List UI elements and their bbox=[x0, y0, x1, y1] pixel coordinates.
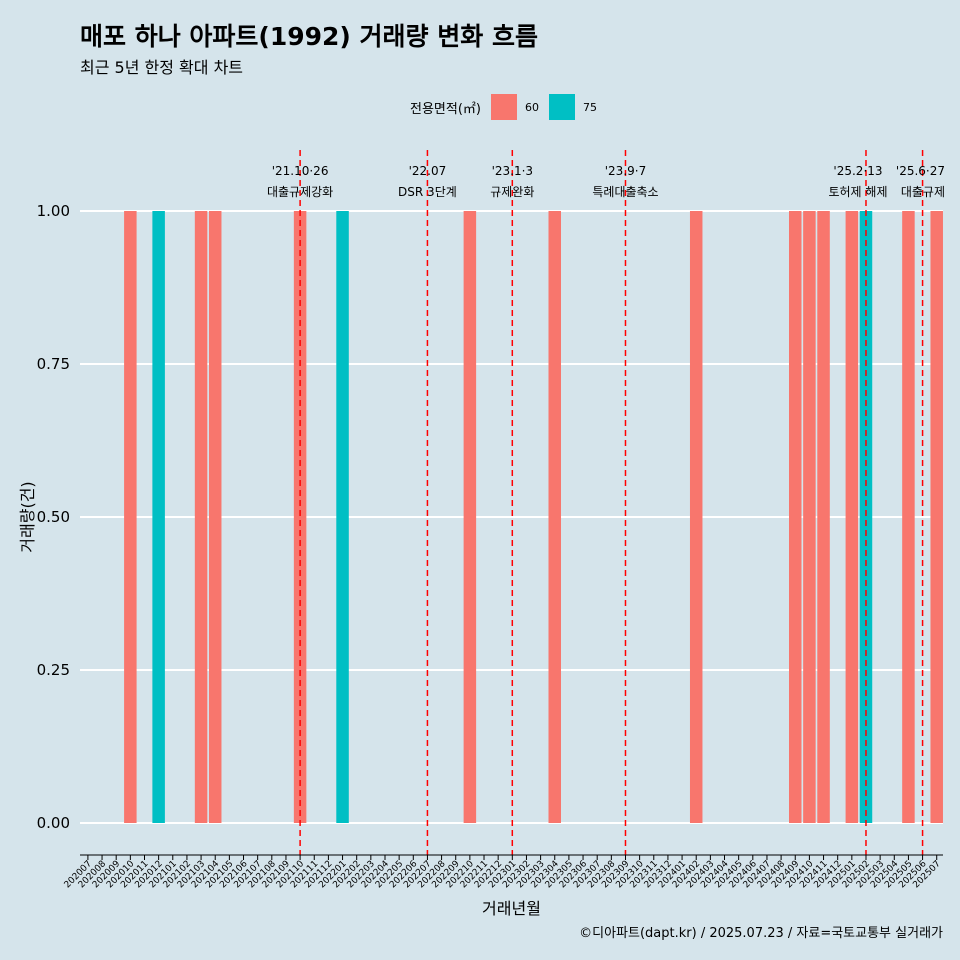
legend-key-60 bbox=[490, 94, 517, 120]
bar-75 bbox=[152, 211, 165, 823]
bar-60 bbox=[689, 211, 703, 823]
bar-60 bbox=[463, 211, 477, 823]
bar-75 bbox=[336, 211, 349, 823]
legend-key-75 bbox=[548, 94, 575, 120]
event-date-label: '25.6·27 bbox=[896, 164, 945, 178]
event-text-label: 대출규제강화 bbox=[267, 185, 333, 199]
event-text-label: 대출규제 bbox=[901, 185, 945, 199]
x-axis-title: 거래년월 bbox=[482, 899, 541, 918]
caption: ©디아파트(dapt.kr) / 2025.07.23 / 자료=국토교통부 실… bbox=[579, 926, 943, 941]
legend: 전용면적(㎡) 60 75 bbox=[410, 92, 597, 122]
y-tick-label: 0.25 bbox=[37, 661, 70, 679]
bar-60 bbox=[845, 211, 859, 823]
bar-60 bbox=[208, 211, 222, 823]
bar-60 bbox=[803, 211, 816, 823]
y-axis-title: 거래량(건) bbox=[18, 481, 37, 552]
legend-label-60: 60 bbox=[524, 100, 539, 114]
event-date-label: '23.9·7 bbox=[605, 164, 646, 178]
event-date-label: '25.2·13 bbox=[833, 164, 882, 178]
event-text-label: 규제완화 bbox=[490, 185, 534, 199]
bar-60 bbox=[902, 211, 915, 823]
y-tick-label: 1.00 bbox=[37, 202, 70, 220]
chart-title: 매포 하나 아파트(1992) 거래량 변화 흐름 bbox=[80, 22, 538, 51]
bar-60 bbox=[194, 211, 208, 823]
y-tick-label: 0.75 bbox=[37, 355, 70, 373]
legend-title: 전용면적(㎡) bbox=[410, 101, 481, 117]
bar-60 bbox=[930, 211, 943, 823]
bar-60 bbox=[789, 211, 802, 823]
event-date-label: '22.07 bbox=[409, 164, 447, 178]
event-date-label: '23.1·3 bbox=[492, 164, 533, 178]
y-tick-label: 0.50 bbox=[37, 508, 70, 526]
y-tick-label: 0.00 bbox=[37, 814, 70, 832]
event-text-label: 토허제 해제 bbox=[828, 185, 887, 199]
bar-60 bbox=[817, 211, 830, 823]
event-text-label: 특례대출축소 bbox=[592, 185, 658, 199]
bar-60 bbox=[293, 211, 307, 823]
event-date-label: '21.10·26 bbox=[272, 164, 329, 178]
event-text-label: DSR 3단계 bbox=[398, 185, 457, 199]
bar-75 bbox=[859, 211, 873, 823]
bar-60 bbox=[548, 211, 562, 823]
bar-60 bbox=[124, 211, 137, 823]
chart-subtitle: 최근 5년 한정 확대 차트 bbox=[80, 58, 244, 77]
legend-label-75: 75 bbox=[582, 100, 597, 114]
